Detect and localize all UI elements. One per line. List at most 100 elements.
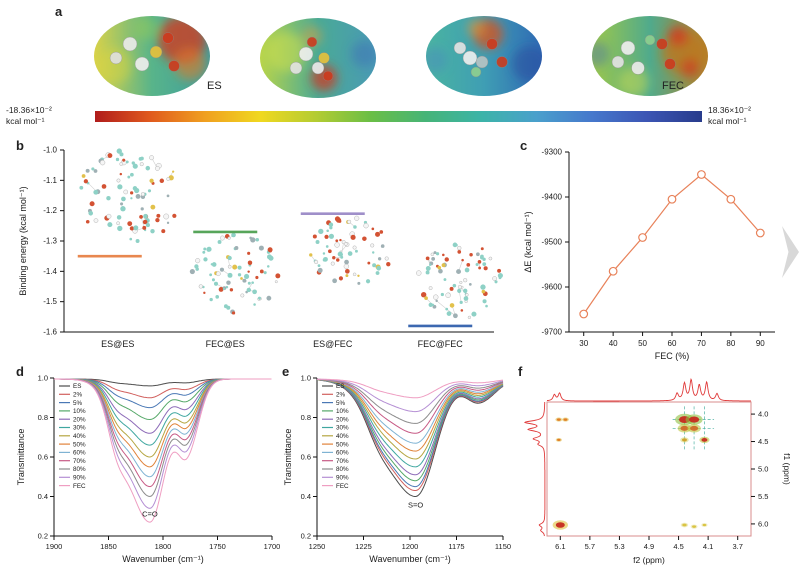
atom-sphere <box>486 38 498 50</box>
atom-sphere <box>620 40 636 56</box>
esp-surface-molecule-2-es <box>260 18 376 98</box>
tick-label: 60 <box>668 339 677 348</box>
tick-label: 1.0 <box>301 374 311 383</box>
category-label: ES@ES <box>101 339 134 349</box>
atom-sphere <box>134 56 150 72</box>
legend-label: 20% <box>336 416 349 423</box>
tick-label: 90 <box>756 339 765 348</box>
legend-label: ES <box>73 383 81 390</box>
tick-label: 1.0 <box>38 374 48 383</box>
atom-sphere <box>289 61 303 75</box>
atom-sphere <box>149 45 163 59</box>
axis-title: f2 (ppm) <box>633 555 665 565</box>
tick-label: 5.7 <box>585 542 595 551</box>
tick-label: -1.1 <box>43 176 57 185</box>
legend-label: 50% <box>73 441 86 448</box>
legend-label: 80% <box>336 466 349 473</box>
legend-label: 90% <box>73 475 86 482</box>
tick-label: 0.2 <box>38 532 48 541</box>
axis-title: Wavenumber (cm⁻¹) <box>369 554 450 564</box>
tick-label: 0.2 <box>301 532 311 541</box>
axis-title: Transmittance <box>283 429 293 486</box>
cross-peak <box>702 523 707 527</box>
left-1d-spectrum <box>524 402 546 537</box>
tick-label: 5.3 <box>614 542 624 551</box>
esp-colorbar <box>95 111 702 122</box>
ir-series-60% <box>316 379 504 444</box>
cross-peak <box>555 522 565 528</box>
atom-sphere <box>462 50 478 66</box>
atom-sphere <box>162 32 174 44</box>
axis-title: f1 (ppm) <box>782 453 792 485</box>
cross-peak <box>563 418 568 421</box>
tick-label: 5.0 <box>758 465 768 474</box>
tick-label: 1225 <box>355 542 372 551</box>
ir-series-10% <box>316 379 504 482</box>
atom-sphere <box>453 41 467 55</box>
tick-label: 4.1 <box>703 542 713 551</box>
molecular-cluster <box>309 215 391 285</box>
legend-label: ES <box>336 383 344 390</box>
atom-sphere <box>664 58 676 70</box>
tick-label: 5.5 <box>758 492 768 501</box>
ir-series-80% <box>54 378 272 498</box>
atom-sphere <box>470 66 482 78</box>
axis-title: ΔE (kcal mol⁻¹) <box>523 211 533 272</box>
atom-sphere <box>496 56 508 68</box>
molecule-label-fec: FEC <box>662 80 684 92</box>
esp-blob <box>426 16 542 96</box>
tick-label: 4.0 <box>758 410 768 419</box>
tick-label: -9700 <box>542 328 563 337</box>
tick-label: 40 <box>609 339 618 348</box>
axis-title: FEC (%) <box>655 351 690 361</box>
tick-label: 0.6 <box>38 453 48 462</box>
molecular-cluster <box>79 148 177 243</box>
cross-peak <box>692 525 697 528</box>
atom-sphere <box>644 34 656 46</box>
legend-label: 2% <box>336 392 346 399</box>
data-point <box>579 309 589 319</box>
category-label: FEC@FEC <box>418 339 464 349</box>
legend-label: 5% <box>336 400 346 407</box>
molecule-label-es: ES <box>207 80 222 92</box>
atom-sphere <box>318 52 330 64</box>
legend-label: 10% <box>73 408 86 415</box>
legend-label: 70% <box>73 458 86 465</box>
tick-label: 0.6 <box>301 453 311 462</box>
tick-label: 30 <box>579 339 588 348</box>
atom-sphere <box>656 38 668 50</box>
tick-label: 1700 <box>264 542 281 551</box>
legend-label: 60% <box>336 450 349 457</box>
cross-peak <box>689 416 700 423</box>
tick-label: 4.5 <box>758 437 768 446</box>
legend-label: 10% <box>336 408 349 415</box>
tick-label: -9400 <box>542 193 563 202</box>
data-point <box>638 233 647 242</box>
legend-label: 2% <box>73 392 83 399</box>
colorbar-min-unit: kcal mol⁻¹ <box>6 116 45 127</box>
legend-label: 30% <box>73 425 86 432</box>
cross-peak <box>701 438 708 442</box>
data-point <box>697 170 706 179</box>
tick-label: 1250 <box>309 542 326 551</box>
legend-label: 80% <box>73 466 86 473</box>
tick-label: -9500 <box>542 238 563 247</box>
atom-sphere <box>611 55 625 69</box>
delta-e-line-chart: -9700 -9600 -9500 -9400 -9300 30 40 50 60 70 80 90 F… <box>523 148 775 361</box>
tick-label: 1150 <box>495 542 511 551</box>
colorbar-max-value: 18.36×10⁻² <box>708 105 752 115</box>
legend-label: 20% <box>73 416 86 423</box>
ir-series-FEC <box>316 378 504 399</box>
cross-peak <box>680 425 689 431</box>
data-point <box>726 194 736 204</box>
cross-peak <box>556 418 561 421</box>
ir-series-50% <box>316 379 504 452</box>
legend-label: 40% <box>73 433 86 440</box>
esp-surface-molecule-4-fec <box>592 16 708 96</box>
ir-series-90% <box>316 378 504 413</box>
tick-label: 6.0 <box>758 519 768 528</box>
axis-title: Binding energy (kcal mol⁻¹) <box>18 186 28 295</box>
tick-label: 1200 <box>402 542 419 551</box>
